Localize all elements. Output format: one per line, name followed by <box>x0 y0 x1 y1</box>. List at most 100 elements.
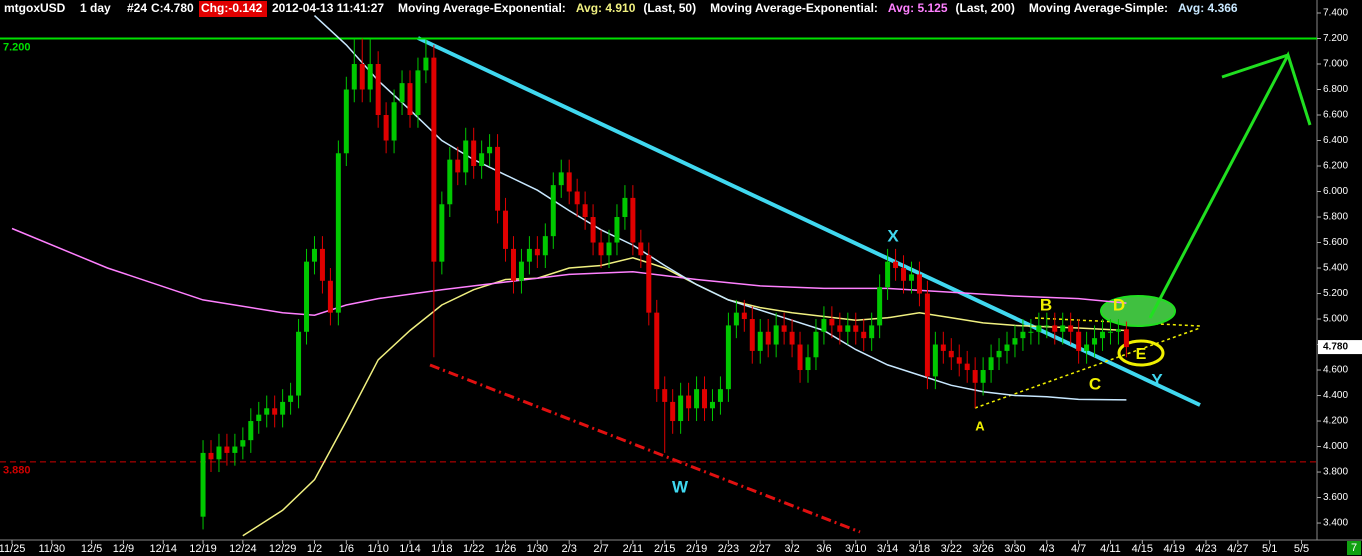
candle-body <box>463 140 469 173</box>
y-tick-label: 3.400 <box>1323 518 1348 529</box>
candle <box>574 178 580 218</box>
x-tick-label: 4/11 <box>1100 543 1121 555</box>
candle <box>980 357 986 396</box>
candle <box>566 159 572 205</box>
x-tick-label: 1/6 <box>339 543 354 555</box>
candle <box>948 338 954 371</box>
y-tick-label: 4.600 <box>1323 365 1348 376</box>
candle <box>654 299 660 402</box>
y-tick-label: 7.200 <box>1323 33 1348 44</box>
candle-body <box>327 280 333 313</box>
candle <box>232 433 238 466</box>
x-tick-label: 1/10 <box>367 543 388 555</box>
candle-body <box>383 115 389 141</box>
x-tick-label: 1/2 <box>307 543 322 555</box>
candle-body <box>359 64 365 90</box>
x-tick-label: 12/5 <box>81 543 102 555</box>
y-tick-label: 5.400 <box>1323 263 1348 274</box>
trend-line <box>429 363 861 534</box>
candle-body <box>829 319 835 326</box>
candle <box>932 331 938 390</box>
y-tick-label: 5.000 <box>1323 314 1348 325</box>
candle-body <box>845 325 851 332</box>
candle <box>765 319 771 358</box>
candle <box>304 248 310 345</box>
moving-average-line <box>313 15 1127 401</box>
candle <box>733 299 739 339</box>
candle <box>709 389 715 422</box>
candle <box>702 376 708 422</box>
candle <box>877 274 883 339</box>
candle-body <box>542 236 548 256</box>
candle <box>670 389 676 434</box>
candle <box>1092 325 1098 358</box>
x-tick-label: 12/9 <box>113 543 134 555</box>
candle <box>1044 312 1050 339</box>
candle <box>1012 325 1018 358</box>
candle <box>1036 312 1042 345</box>
x-tick-label: 11/25 <box>0 543 25 555</box>
candle <box>510 236 516 294</box>
candle-body <box>837 325 843 332</box>
candle-body <box>1076 331 1082 351</box>
candle <box>208 440 214 473</box>
candle <box>343 76 349 167</box>
y-tick-label: 5.200 <box>1323 288 1348 299</box>
horizontal-line-label: 7.200 <box>3 41 31 53</box>
page-number: 7 <box>1351 542 1357 554</box>
candle-body <box>638 242 644 256</box>
candle <box>1004 331 1010 364</box>
candle <box>1060 312 1066 345</box>
candle-body <box>757 331 763 351</box>
candle <box>407 70 413 128</box>
annotation: B <box>1040 295 1052 314</box>
candle <box>972 357 978 409</box>
x-tick-label: 4/19 <box>1163 543 1184 555</box>
interval: 1 day <box>80 1 111 15</box>
candle <box>614 204 620 256</box>
candle-body <box>1100 331 1106 339</box>
x-tick-label: 4/27 <box>1227 543 1248 555</box>
candle <box>725 312 731 402</box>
candle <box>439 191 445 275</box>
candle <box>829 306 835 339</box>
candle <box>423 38 429 84</box>
candle-body <box>733 312 739 326</box>
candle-body <box>232 446 238 453</box>
candle-body <box>662 389 668 402</box>
candle-body <box>391 102 397 141</box>
candle <box>1068 312 1074 345</box>
candle <box>988 344 994 383</box>
candle-body <box>1060 325 1066 332</box>
y-tick-label: 7.400 <box>1323 8 1348 19</box>
candle <box>335 140 341 326</box>
x-tick-label: 1/22 <box>463 543 484 555</box>
x-tick-label: 2/7 <box>593 543 608 555</box>
annotation: D <box>1113 295 1125 314</box>
symbol: mtgoxUSD <box>4 1 66 15</box>
page-box <box>1347 541 1361 555</box>
candle <box>518 248 524 294</box>
candle-body <box>940 344 946 351</box>
candle <box>1020 319 1026 351</box>
horizontal-line-label: 3.880 <box>3 465 31 477</box>
candle-body <box>861 331 867 339</box>
candle <box>646 242 652 326</box>
candle-body <box>574 191 580 205</box>
annotation: W <box>672 477 689 496</box>
candle <box>916 261 922 307</box>
forecast-arrow <box>1221 53 1289 79</box>
candle <box>630 185 636 256</box>
candle <box>1107 319 1113 345</box>
candle <box>853 312 859 345</box>
candle-body <box>678 395 684 422</box>
candle <box>956 344 962 377</box>
candle-body <box>805 357 811 371</box>
candle <box>901 255 907 294</box>
candle <box>264 395 270 428</box>
annotation: A <box>975 418 985 433</box>
candle-body <box>773 325 779 345</box>
candle <box>431 44 437 358</box>
candle-body <box>630 197 636 243</box>
x-tick-label: 3/10 <box>845 543 866 555</box>
